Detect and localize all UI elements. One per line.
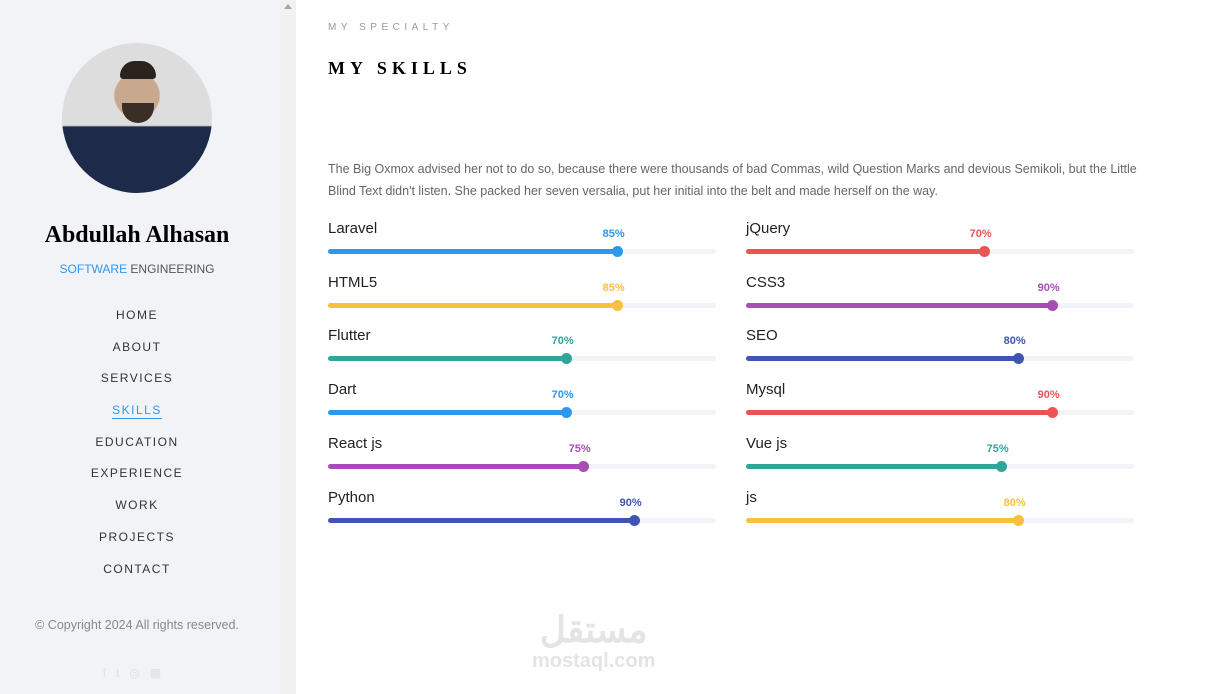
progress-track [328, 299, 716, 311]
progress-track [328, 460, 716, 472]
progress-handle [612, 299, 623, 311]
skill-name: Laravel [328, 220, 378, 237]
skill-dart: Dart 70% [328, 381, 716, 435]
section-eyebrow: MY SPECIALTY [328, 22, 454, 33]
progress-handle [561, 407, 572, 419]
progress-track [746, 460, 1134, 472]
section-description: The Big Oxmox advised her not to do so, … [328, 162, 1137, 198]
skill-percent: 70% [551, 335, 574, 348]
progress-fill [746, 356, 1019, 362]
progress-fill [328, 463, 584, 469]
progress-track [746, 514, 1134, 526]
progress-fill [328, 302, 618, 308]
nav-skills[interactable]: SKILLS [112, 403, 162, 420]
progress-fill [746, 302, 1053, 308]
skill-flutter: Flutter 70% [328, 327, 716, 381]
skill-laravel: Laravel 85% [328, 220, 716, 274]
skill-react-js: React js 75% [328, 435, 716, 489]
skill-percent: 85% [602, 281, 625, 294]
progress-handle [578, 460, 589, 472]
instagram-icon[interactable]: ◎ [129, 666, 150, 680]
skill-name: HTML5 [328, 273, 378, 291]
progress-handle [979, 246, 990, 257]
skill-name: Dart [328, 381, 357, 399]
social-links: ft◎▦ [0, 666, 274, 680]
progress-fill [746, 463, 1002, 469]
skill-percent: 80% [1003, 335, 1026, 348]
progress-handle [1013, 353, 1024, 365]
mostaql-watermark: مستقل mostaql.com [532, 609, 656, 673]
copyright: © Copyright 2024 All rights reserved. [35, 618, 239, 632]
skill-html5: HTML5 85% [328, 274, 716, 328]
nav-work[interactable]: WORK [115, 498, 159, 513]
progress-fill [746, 410, 1053, 416]
skill-mysql: Mysql 90% [746, 381, 1134, 435]
profile-name: Abdullah Alhasan [44, 222, 230, 248]
progress-track [746, 353, 1134, 365]
skill-name: Vue js [746, 434, 788, 452]
progress-track [328, 246, 716, 257]
skill-percent: 90% [1037, 389, 1060, 402]
skill-percent: 80% [1003, 496, 1026, 509]
skill-name: Mysql [746, 381, 786, 399]
progress-fill [746, 517, 1019, 523]
progress-fill [328, 356, 567, 362]
skill-name: Python [328, 488, 375, 506]
nav-experience[interactable]: EXPERIENCE [90, 466, 184, 481]
nav-about[interactable]: ABOUT [112, 339, 162, 354]
progress-track [328, 407, 716, 419]
skill-percent: 75% [986, 442, 1009, 455]
progress-handle [996, 460, 1007, 472]
progress-fill [328, 410, 567, 416]
progress-track [328, 353, 716, 365]
skill-percent: 70% [551, 389, 574, 402]
scrollbar[interactable] [280, 0, 296, 694]
skill-name: Flutter [328, 327, 371, 345]
skill-percent: 90% [1037, 281, 1060, 294]
nav-projects[interactable]: PROJECTS [98, 529, 175, 544]
nav-education[interactable]: EDUCATION [95, 434, 179, 449]
skill-name: js [746, 488, 757, 506]
scroll-up-icon[interactable] [284, 4, 292, 9]
skill-css3: CSS3 90% [746, 274, 1134, 328]
skill-js: js 80% [746, 489, 1134, 543]
skill-percent: 75% [568, 442, 591, 455]
progress-handle [1013, 514, 1024, 526]
skill-name: jQuery [746, 220, 791, 237]
avatar [62, 43, 212, 193]
progress-handle [629, 514, 640, 526]
skill-vue-js: Vue js 75% [746, 435, 1134, 489]
main-nav: HOME ABOUT SERVICES SKILLS EDUCATION EXPERIEN… [0, 308, 274, 593]
progress-track [746, 299, 1134, 311]
facebook-icon[interactable]: f [102, 666, 117, 680]
progress-fill [746, 249, 985, 254]
skill-percent: 85% [602, 228, 625, 240]
skill-name: SEO [746, 327, 778, 345]
section-title: MY SKILLS [328, 58, 472, 78]
skill-name: React js [328, 434, 383, 452]
progress-track [328, 514, 716, 526]
progress-track [746, 246, 1134, 257]
twitter-icon[interactable]: t [116, 666, 130, 680]
skill-python: Python 90% [328, 489, 716, 543]
progress-track [746, 407, 1134, 419]
skill-seo: SEO 80% [746, 327, 1134, 381]
nav-contact[interactable]: CONTACT [103, 561, 171, 576]
profile-role: SOFTWARE ENGINEERING [59, 262, 215, 276]
progress-handle [1047, 407, 1058, 419]
sidebar: Abdullah Alhasan SOFTWARE ENGINEERING HO… [0, 0, 280, 694]
nav-services[interactable]: SERVICES [100, 371, 174, 386]
skill-percent: 70% [969, 228, 992, 240]
progress-fill [328, 249, 618, 254]
progress-fill [328, 517, 635, 523]
progress-handle [612, 246, 623, 257]
nav-home[interactable]: HOME [116, 308, 158, 322]
progress-handle [1047, 299, 1058, 311]
skill-jquery: jQuery 70% [746, 220, 1134, 274]
progress-handle [561, 353, 572, 365]
skill-name: CSS3 [746, 273, 786, 291]
skill-percent: 90% [619, 496, 642, 509]
linkedin-icon[interactable]: ▦ [149, 666, 172, 680]
